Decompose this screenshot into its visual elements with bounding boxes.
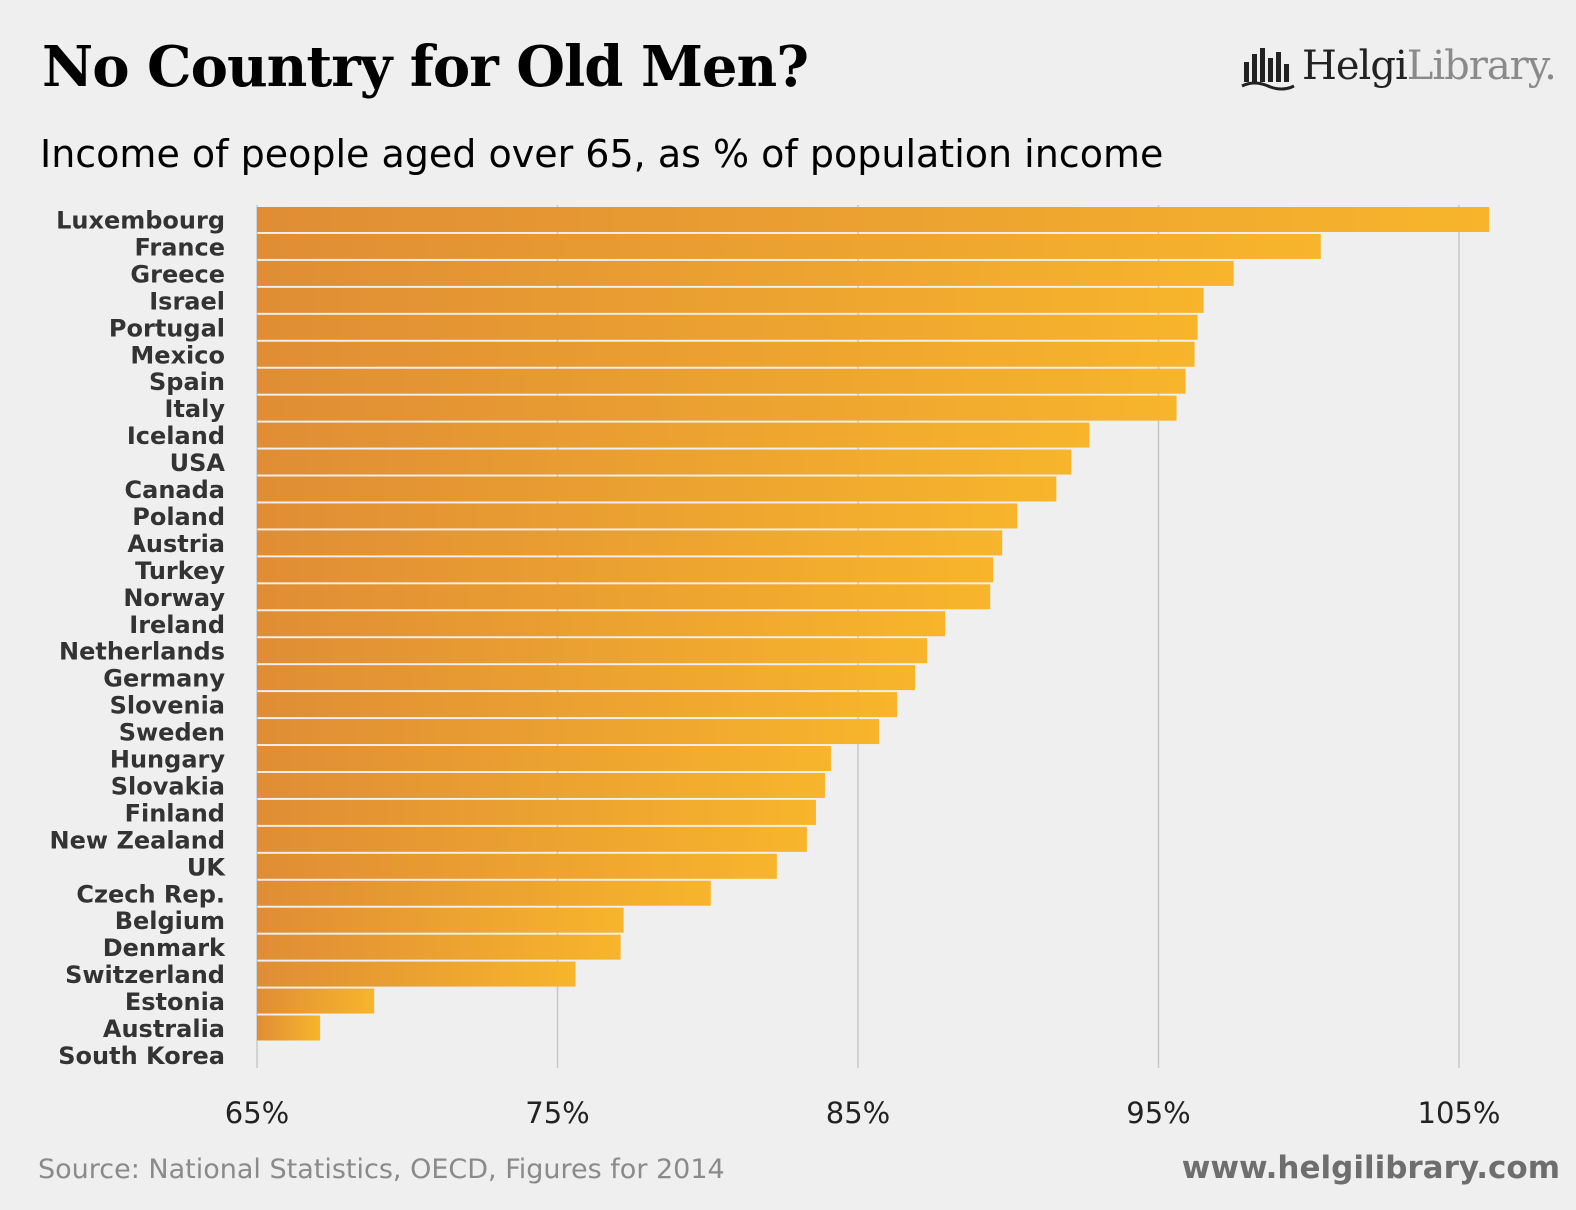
bar [257, 746, 831, 771]
logo-text-helgi: Helgi [1302, 43, 1408, 89]
category-label: Sweden [119, 719, 225, 747]
bar [257, 341, 1195, 367]
category-label: Norway [123, 584, 225, 612]
category-label: Belgium [115, 907, 225, 935]
bar [257, 314, 1198, 340]
bar [257, 799, 816, 825]
category-labels: LuxembourgFranceGreeceIsraelPortugalMexi… [50, 207, 227, 1070]
category-label: Slovenia [110, 692, 225, 720]
category-label: France [135, 233, 225, 261]
category-label: Greece [130, 260, 225, 288]
bar [257, 503, 1018, 529]
category-label: Mexico [130, 341, 225, 369]
x-tick-label: 95% [1126, 1096, 1190, 1130]
category-label: Portugal [109, 314, 225, 342]
category-label: Estonia [125, 988, 225, 1016]
bar [257, 557, 994, 583]
category-label: Poland [132, 503, 225, 531]
helgi-library-logo[interactable]: HelgiLibrary. [1240, 36, 1557, 96]
category-label: Iceland [127, 422, 225, 450]
category-label: Slovakia [111, 772, 225, 800]
category-label: Switzerland [65, 961, 225, 989]
bar [257, 853, 777, 879]
category-label: Israel [149, 287, 225, 315]
x-tick-label: 65% [225, 1096, 289, 1130]
source-note: Source: National Statistics, OECD, Figur… [38, 1154, 725, 1185]
logo-text-library: Library. [1406, 43, 1557, 89]
category-label: Australia [103, 1015, 225, 1043]
bar [257, 611, 946, 637]
bar [257, 449, 1072, 475]
bar [257, 422, 1090, 448]
category-label: Denmark [103, 934, 226, 962]
bar [257, 934, 621, 960]
bar [257, 826, 807, 852]
category-label: Germany [103, 665, 225, 693]
bar [257, 1015, 321, 1041]
bar [257, 233, 1321, 259]
bar [257, 530, 1003, 556]
bar [257, 287, 1204, 313]
category-label: Luxembourg [56, 207, 225, 235]
category-label: South Korea [58, 1042, 225, 1070]
bar [257, 395, 1177, 421]
bar [257, 719, 880, 745]
logo-text: HelgiLibrary. [1302, 43, 1557, 89]
bar [257, 584, 991, 610]
bar [257, 638, 928, 664]
category-label: Finland [125, 799, 225, 827]
bar [257, 772, 825, 798]
category-label: Czech Rep. [76, 880, 225, 908]
bar [257, 260, 1234, 286]
bar [257, 476, 1057, 502]
category-label: Turkey [135, 557, 225, 585]
x-tick-label: 85% [826, 1096, 890, 1130]
bars [257, 207, 1490, 1041]
bar [257, 961, 576, 987]
category-label: Italy [165, 395, 226, 423]
bar [257, 880, 711, 906]
category-label: USA [170, 449, 226, 477]
category-label: Hungary [110, 746, 225, 774]
x-axis-ticks: 65% 75% 85% 95% 105% [225, 1096, 1501, 1130]
helgi-library-bars-icon [1240, 40, 1296, 92]
category-label: Canada [125, 476, 225, 504]
x-tick-label: 105% [1418, 1096, 1501, 1130]
bar [257, 907, 624, 933]
bar [257, 692, 898, 718]
category-label: New Zealand [50, 826, 225, 854]
category-label: UK [187, 853, 226, 881]
x-tick-label: 75% [525, 1096, 589, 1130]
category-label: Netherlands [59, 638, 225, 666]
category-label: Ireland [129, 611, 225, 639]
website-link[interactable]: www.helgilibrary.com [1181, 1150, 1560, 1186]
category-label: Spain [149, 368, 225, 396]
chart-title: No Country for Old Men? [42, 34, 809, 100]
bar [257, 665, 916, 691]
chart-subtitle: Income of people aged over 65, as % of p… [40, 132, 1164, 176]
category-label: Austria [127, 530, 225, 558]
bar [257, 207, 1490, 232]
bar [257, 368, 1186, 394]
bar [257, 988, 375, 1014]
